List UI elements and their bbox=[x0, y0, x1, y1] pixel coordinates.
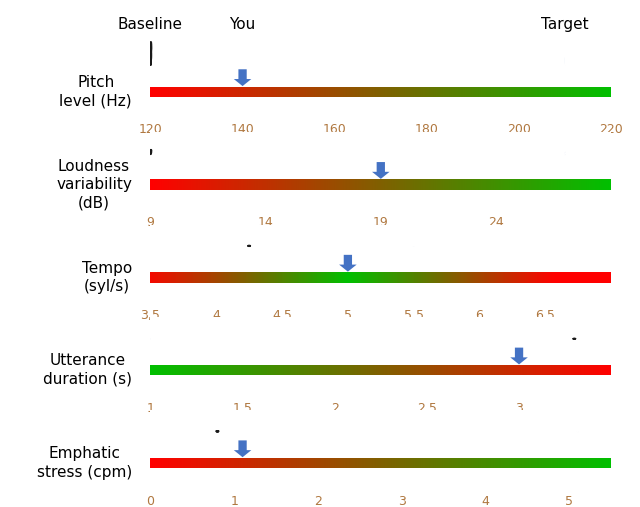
Ellipse shape bbox=[151, 151, 152, 153]
Polygon shape bbox=[565, 153, 566, 154]
Polygon shape bbox=[565, 154, 566, 155]
Circle shape bbox=[150, 42, 151, 52]
Text: Pitch
level (Hz): Pitch level (Hz) bbox=[60, 75, 132, 108]
Text: You: You bbox=[229, 17, 256, 32]
Circle shape bbox=[150, 150, 152, 152]
Polygon shape bbox=[565, 51, 566, 61]
Polygon shape bbox=[577, 431, 578, 432]
Polygon shape bbox=[565, 152, 566, 154]
FancyArrow shape bbox=[510, 348, 528, 365]
Circle shape bbox=[150, 150, 152, 152]
Ellipse shape bbox=[150, 152, 151, 154]
Circle shape bbox=[150, 43, 152, 55]
Text: Utterance
duration (s): Utterance duration (s) bbox=[43, 353, 132, 387]
Polygon shape bbox=[578, 431, 579, 432]
Polygon shape bbox=[564, 154, 565, 155]
Text: Target: Target bbox=[541, 17, 589, 32]
Ellipse shape bbox=[216, 431, 217, 432]
Polygon shape bbox=[564, 61, 565, 70]
Ellipse shape bbox=[149, 151, 150, 153]
Ellipse shape bbox=[218, 431, 219, 432]
Circle shape bbox=[149, 43, 150, 55]
Ellipse shape bbox=[150, 151, 151, 153]
Ellipse shape bbox=[149, 50, 150, 60]
Ellipse shape bbox=[217, 431, 218, 432]
Circle shape bbox=[150, 42, 152, 52]
Polygon shape bbox=[564, 56, 565, 65]
Circle shape bbox=[149, 150, 150, 152]
Text: Emphatic
stress (cpm): Emphatic stress (cpm) bbox=[36, 446, 132, 480]
Text: Loudness
variability
(dB): Loudness variability (dB) bbox=[56, 159, 132, 211]
Polygon shape bbox=[564, 51, 565, 61]
FancyArrow shape bbox=[234, 69, 252, 86]
Polygon shape bbox=[565, 61, 566, 70]
Polygon shape bbox=[564, 152, 565, 154]
Circle shape bbox=[149, 150, 150, 152]
Circle shape bbox=[149, 42, 150, 52]
Ellipse shape bbox=[151, 50, 152, 60]
Ellipse shape bbox=[150, 50, 151, 60]
Ellipse shape bbox=[216, 431, 218, 432]
Polygon shape bbox=[565, 56, 566, 65]
Text: Tempo
(syl/s): Tempo (syl/s) bbox=[82, 261, 132, 294]
FancyArrow shape bbox=[372, 162, 390, 179]
Polygon shape bbox=[564, 56, 566, 65]
Polygon shape bbox=[577, 431, 578, 432]
Circle shape bbox=[150, 150, 151, 152]
Polygon shape bbox=[578, 431, 579, 432]
Polygon shape bbox=[564, 153, 565, 154]
Ellipse shape bbox=[150, 53, 151, 65]
FancyArrow shape bbox=[234, 441, 252, 457]
Polygon shape bbox=[564, 153, 566, 154]
FancyArrow shape bbox=[339, 255, 356, 272]
Text: Baseline: Baseline bbox=[118, 17, 183, 32]
